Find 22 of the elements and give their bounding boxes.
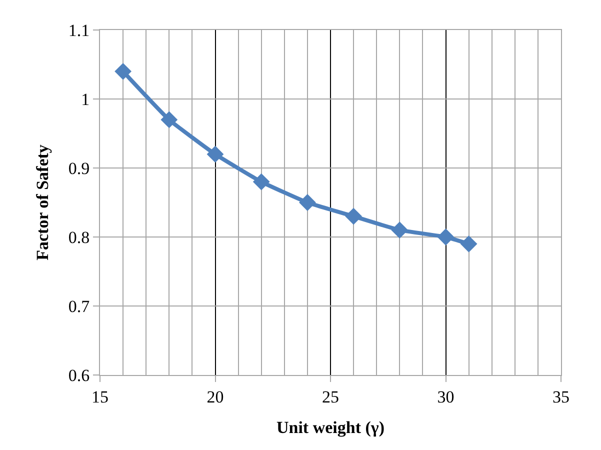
x-tick-label: 35: [552, 387, 570, 406]
y-tick-label: 1: [81, 90, 90, 109]
point: [391, 222, 408, 239]
point: [299, 194, 316, 211]
point: [460, 235, 478, 252]
x-axis-title: Unit weight (γ): [276, 418, 385, 437]
x-tick-label: 15: [92, 387, 108, 406]
point: [437, 228, 454, 246]
y-tick-label: 0.9: [68, 158, 90, 178]
point: [252, 173, 270, 190]
x-tick-label: 25: [322, 387, 339, 406]
point: [206, 146, 224, 163]
y-tick-label: 0.6: [68, 366, 90, 385]
point: [345, 208, 362, 225]
point: [114, 62, 132, 80]
x-tick-label: 20: [206, 387, 224, 406]
point: [160, 111, 178, 128]
y-tick-label: 0.8: [68, 228, 90, 247]
x-tick-label: 30: [437, 387, 454, 406]
y-axis-title: Factor of Safety: [32, 144, 52, 260]
y-tick-label: 0.7: [68, 296, 90, 316]
y-tick-label: 1.1: [68, 20, 90, 40]
